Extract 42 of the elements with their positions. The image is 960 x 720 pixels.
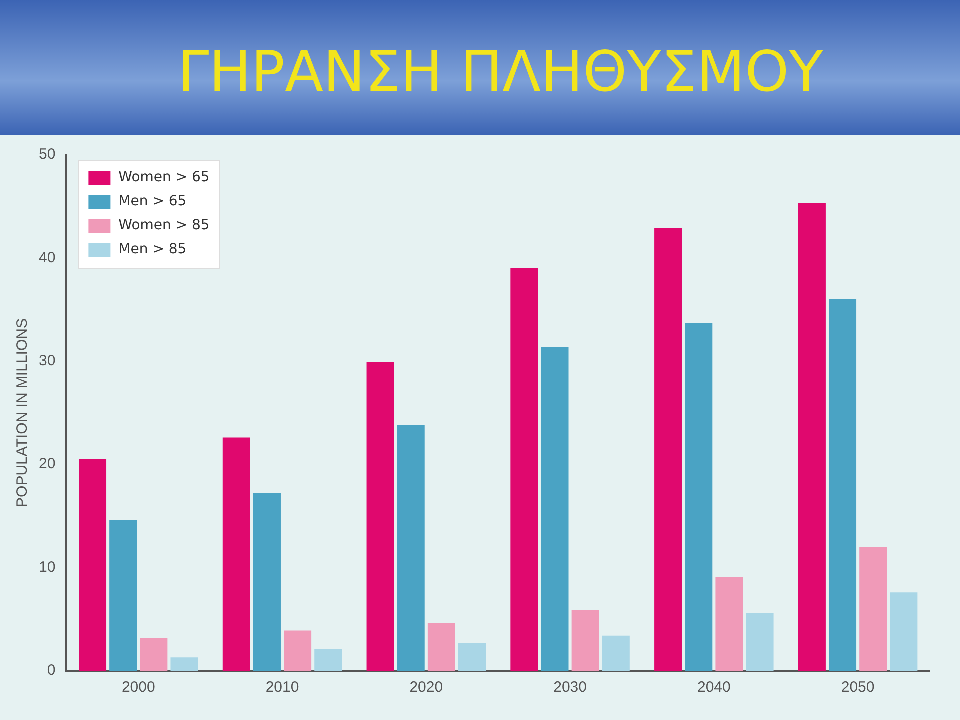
legend-label: Women > 85 (118, 218, 210, 234)
y-tick-label: 0 (47, 662, 56, 680)
bar (685, 323, 713, 671)
bar (284, 630, 312, 671)
bar (602, 636, 630, 671)
bar (170, 658, 198, 671)
bar (366, 362, 394, 671)
bar (572, 610, 600, 671)
y-tick-label: 50 (38, 146, 56, 164)
x-tick-label: 2010 (266, 679, 300, 696)
x-tick-label: 2030 (554, 679, 587, 696)
y-axis-title: POPULATION IN MILLIONS (14, 318, 32, 508)
x-tick-label: 2040 (697, 679, 731, 696)
bar (746, 613, 774, 671)
bar (541, 346, 569, 671)
bar (458, 643, 486, 671)
y-tick-label: 40 (38, 249, 56, 266)
y-tick-label: 10 (38, 558, 56, 576)
y-tick-label: 20 (38, 456, 56, 473)
bar (79, 459, 107, 671)
bar (860, 547, 888, 671)
y-tick-label: 30 (38, 352, 56, 370)
bar (428, 624, 456, 671)
legend-label: Men > 85 (118, 242, 187, 258)
bar (716, 577, 744, 671)
bar (510, 268, 538, 671)
bar (654, 228, 682, 671)
x-tick-label: 2000 (122, 679, 156, 696)
bar (222, 438, 250, 671)
bar (314, 649, 342, 671)
bar (397, 425, 425, 671)
bar (140, 638, 168, 671)
x-tick-label: 2050 (841, 679, 875, 696)
bar (829, 299, 857, 671)
bar (110, 520, 138, 671)
chart-title: ΓΗΡΑΝΣΗ ΠΛΗΘΥΣΜΟΥ (178, 40, 824, 105)
bar (253, 493, 281, 671)
legend-label: Men > 65 (118, 194, 187, 210)
bar (890, 592, 918, 671)
bar (798, 204, 826, 671)
x-tick-label: 2020 (410, 679, 444, 696)
legend-label: Women > 65 (118, 170, 210, 186)
